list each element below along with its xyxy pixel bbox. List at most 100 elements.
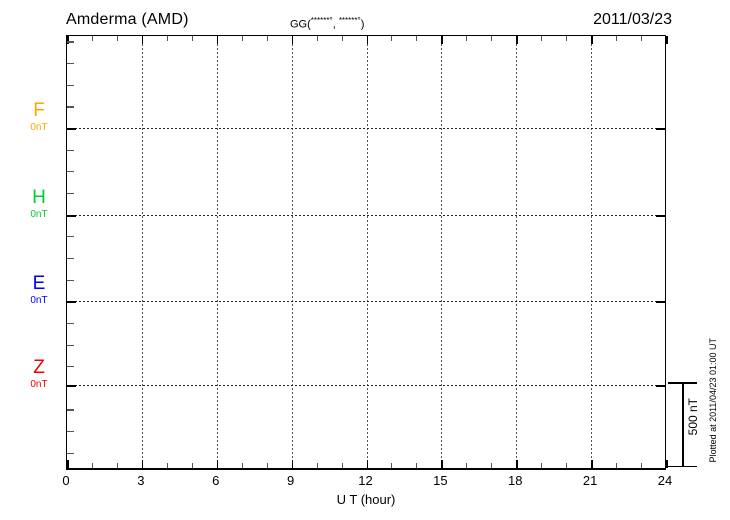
grid-line-vertical <box>216 36 218 469</box>
geographic-coordinates: GG(******°, ******°) <box>290 16 365 31</box>
component-letter-f: F <box>33 100 45 121</box>
y-axis-tick-minor <box>67 409 74 411</box>
page-title: Amderma (AMD) <box>66 11 189 28</box>
x-axis-tick-minor <box>541 36 543 41</box>
x-axis-tick-minor <box>191 36 193 41</box>
y-axis-tick-major-right <box>656 128 665 130</box>
x-axis-tick-minor <box>416 463 418 468</box>
x-axis-tick-major <box>141 36 144 44</box>
component-label-z: Z 0nT <box>16 358 62 390</box>
x-axis-tick-minor <box>416 36 418 41</box>
x-axis-tick-major <box>141 460 144 468</box>
y-axis-tick-minor <box>67 431 74 433</box>
x-axis-tick-label: 0 <box>62 473 70 488</box>
scale-bar-cap-bottom <box>668 465 697 467</box>
x-axis-tick-minor <box>616 36 618 41</box>
observation-date: 2011/03/23 <box>593 11 672 28</box>
x-axis-tick-minor <box>266 463 268 468</box>
x-axis-tick-major <box>591 460 593 468</box>
x-axis-tick-minor <box>316 463 318 468</box>
x-axis-tick-minor <box>466 463 468 468</box>
x-axis-tick-minor <box>191 463 193 468</box>
grid-line-vertical <box>591 36 593 469</box>
component-letter-h: H <box>32 187 46 208</box>
x-axis-tick-major <box>291 36 294 44</box>
y-axis-tick-major <box>67 385 76 387</box>
component-zero-e: 0nT <box>30 295 48 306</box>
grid-line-vertical <box>291 36 293 469</box>
scale-bar-label: 500 nT <box>686 398 700 436</box>
x-axis-tick-minor <box>391 36 393 41</box>
y-axis-tick-minor <box>67 322 74 325</box>
y-axis-tick-major <box>67 301 76 303</box>
x-axis-tick-major <box>67 36 69 44</box>
y-axis-tick-major <box>67 215 76 217</box>
x-axis-title: U T (hour) <box>336 492 396 507</box>
x-axis-tick-label: 12 <box>358 473 373 488</box>
y-axis-tick-minor <box>67 106 74 108</box>
grid-line-vertical <box>441 36 443 469</box>
x-axis-tick-label: 24 <box>657 473 673 488</box>
y-axis-tick-minor <box>67 236 74 238</box>
x-axis-tick-minor <box>166 463 168 468</box>
plot-axis-right <box>664 35 666 469</box>
geo-latitude-masked: ******° <box>310 16 333 25</box>
y-axis-tick-minor <box>67 452 74 454</box>
x-axis-tick-minor <box>341 463 343 468</box>
y-axis-tick-minor <box>67 192 74 195</box>
x-axis-tick-minor <box>641 463 643 468</box>
x-axis-tick-major <box>441 460 443 468</box>
x-axis-tick-minor <box>341 36 343 41</box>
x-axis-tick-major <box>516 460 518 468</box>
x-axis-tick-minor <box>491 36 493 41</box>
geo-longitude-masked: ******° <box>338 16 361 25</box>
plotted-at-timestamp: Plotted at 2011/04/23 01:00 UT <box>708 338 718 463</box>
x-axis-tick-minor <box>616 463 618 468</box>
component-letter-e: E <box>32 273 46 294</box>
component-zero-h: 0nT <box>30 209 48 220</box>
x-axis-tick-major <box>366 36 368 44</box>
x-axis-tick-minor <box>116 463 118 468</box>
y-axis-tick-minor <box>67 366 74 368</box>
x-axis-tick-major <box>441 36 443 44</box>
component-label-h: H 0nT <box>16 188 62 220</box>
x-axis-tick-label: 6 <box>212 473 220 488</box>
x-axis-tick-label: 15 <box>433 473 448 488</box>
x-axis-tick-minor <box>466 36 468 41</box>
x-axis-tick-minor <box>91 36 93 41</box>
magnetogram-plot-area <box>66 35 668 469</box>
x-axis-tick-major <box>216 36 219 44</box>
x-axis-tick-major <box>591 36 593 44</box>
x-axis-tick-minor <box>491 463 493 468</box>
component-label-e: E 0nT <box>16 274 62 306</box>
x-axis-tick-minor <box>116 36 118 41</box>
y-axis-tick-minor <box>67 257 74 260</box>
y-axis-tick-major-right <box>656 385 665 387</box>
x-axis-tick-minor <box>241 36 243 41</box>
x-axis-tick-minor <box>266 36 268 41</box>
component-zero-z: 0nT <box>30 379 48 390</box>
plot-axis-bottom <box>66 468 666 470</box>
y-axis-tick-minor <box>67 149 74 151</box>
x-axis-tick-minor <box>316 36 318 41</box>
y-axis-tick-major-right <box>656 301 665 303</box>
scale-bar-line <box>682 382 684 467</box>
component-baseline-z <box>67 385 666 386</box>
y-axis-tick-minor <box>67 171 74 173</box>
grid-line-vertical <box>516 36 518 469</box>
grid-line-vertical <box>366 36 368 469</box>
x-axis-tick-major <box>366 460 368 468</box>
y-axis-tick-major <box>67 128 76 130</box>
component-baseline-h <box>67 215 666 216</box>
geo-coords-label: GG <box>290 18 308 31</box>
component-zero-f: 0nT <box>30 122 48 133</box>
x-axis-tick-minor <box>166 36 168 41</box>
y-axis-tick-minor <box>67 41 74 43</box>
component-label-f: F 0nT <box>16 101 62 133</box>
x-axis-tick-major <box>291 460 294 468</box>
component-letter-z: Z <box>33 357 45 378</box>
y-axis-tick-major-right <box>656 215 665 217</box>
y-axis-tick-minor <box>67 279 74 281</box>
x-axis-tick-major <box>67 460 69 468</box>
x-axis-tick-major <box>516 36 518 44</box>
